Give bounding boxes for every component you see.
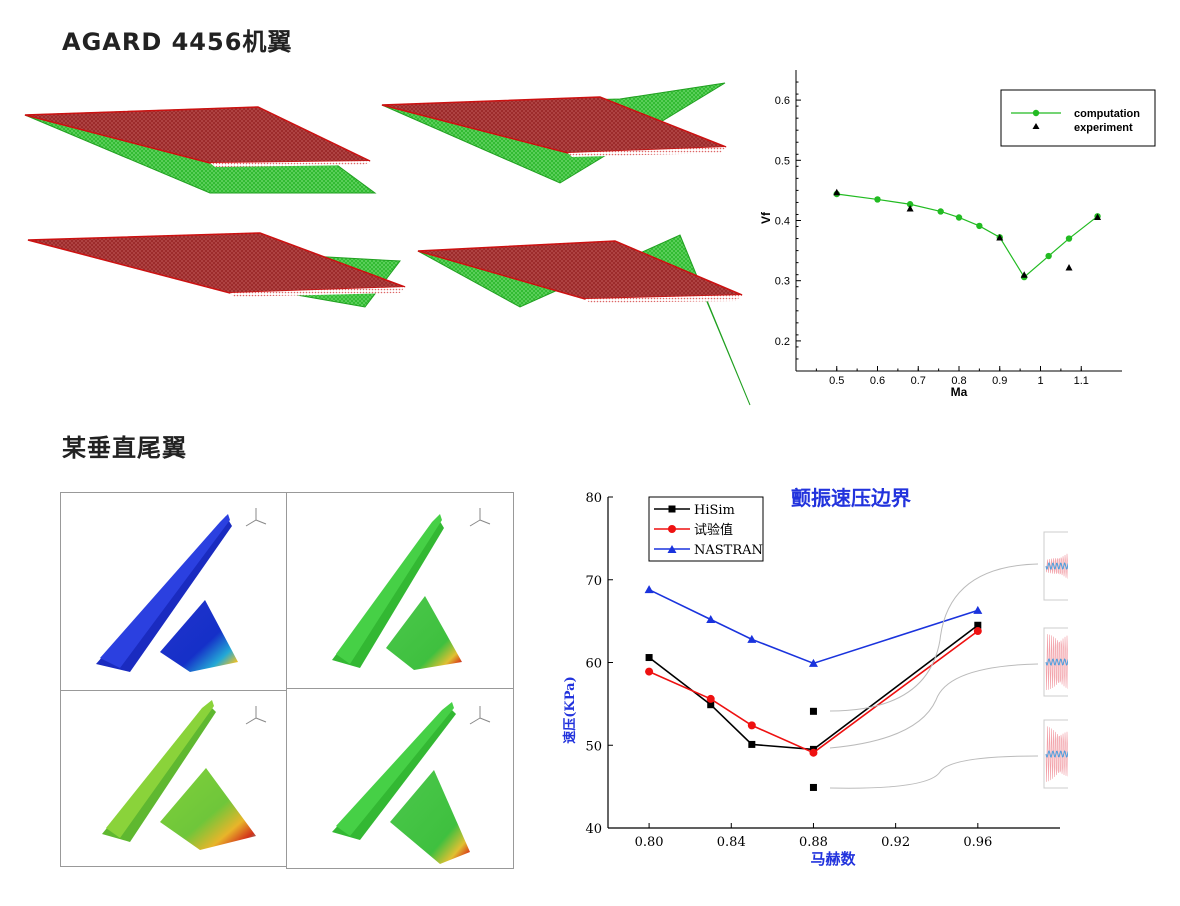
chart2-x-axis-label: 马赫数	[810, 850, 856, 868]
test-point	[747, 721, 756, 730]
agard-wing-mode-shapes	[24, 82, 751, 406]
experiment-point	[833, 188, 841, 196]
nastran-line	[648, 588, 979, 665]
hisim-point	[707, 701, 715, 709]
chart1-y-tick-label: 0.4	[775, 216, 790, 228]
chart1-x-tick-label: 0.8	[951, 375, 966, 387]
time-history-inset-3	[1043, 719, 1068, 789]
chart2-series	[644, 585, 983, 791]
chart1-y-tick-label: 0.3	[775, 276, 790, 288]
test-point	[645, 667, 654, 676]
legend-nastran: NASTRAN	[694, 543, 763, 558]
chart1-y-tick-label: 0.2	[775, 336, 790, 348]
test-line	[648, 630, 979, 754]
chart2-y-tick-label: 70	[585, 574, 602, 589]
wing-mode-1	[24, 106, 377, 194]
nastran-point	[973, 605, 983, 614]
computation-point	[874, 196, 881, 203]
chart1-x-tick-label: 1	[1037, 375, 1043, 387]
chart1-x-tick-label: 0.6	[870, 375, 885, 387]
chart1-x-tick-label: 0.5	[829, 375, 844, 387]
chart2-x-tick-label: 0.80	[635, 835, 664, 850]
experiment-point	[1094, 213, 1102, 220]
chart2-y-tick-label: 40	[585, 822, 602, 837]
chart1-axes: 0.5 0.6 0.7 0.8 0.9 1 1.1 0.2 0.3 0.4 0.5 0.6	[775, 70, 1122, 387]
chart1-y-axis-label: Vf	[759, 211, 773, 224]
time-history-inset-2	[1043, 627, 1068, 697]
chart2-y-axis-label: 速压(KPa)	[562, 676, 578, 743]
inset-response-trace	[1045, 553, 1068, 579]
chart2-x-tick-label: 0.92	[881, 835, 910, 850]
inset-reference-trace	[1045, 562, 1068, 571]
vf-vs-ma-chart: 0.5 0.6 0.7 0.8 0.9 1 1.1 0.2 0.3 0.4 0.5 0.6 Ma Vf…	[759, 70, 1156, 399]
vertical-tail-mode-shapes	[60, 492, 514, 869]
test-point	[973, 627, 982, 636]
hisim-point	[974, 621, 982, 629]
nastran-point	[747, 634, 757, 643]
chart2-x-tick-label: 0.84	[717, 835, 746, 850]
chart2-y-tick-label: 50	[585, 739, 602, 754]
chart2-x-tick-label: 0.88	[799, 835, 828, 850]
computation-point	[937, 208, 944, 215]
experiment-point	[906, 205, 914, 212]
chart1-y-tick-label: 0.5	[775, 155, 790, 167]
nastran-point	[808, 658, 818, 667]
computation-line	[836, 193, 1098, 279]
wing-mode-3	[27, 232, 406, 308]
tail-mode-4	[332, 702, 491, 864]
chart1-y-tick-label: 0.6	[775, 95, 790, 107]
inset-response-trace	[1045, 726, 1068, 782]
chart1-x-tick-label: 1.1	[1074, 375, 1089, 387]
experiment-point	[1020, 271, 1028, 278]
chart1-x-tick-label: 0.7	[911, 375, 926, 387]
legend-hisim: HiSim	[694, 503, 735, 518]
tail-mode-3	[102, 700, 267, 850]
wing-mode-4	[417, 234, 751, 406]
flutter-pressure-chart: 颤振速压边界 0.80 0.84 0.88 0.92 0.96 40 50 60 70 80 马赫…	[562, 486, 1068, 868]
inset-connectors	[829, 563, 1039, 789]
chart1-series	[833, 188, 1102, 281]
hisim-point	[645, 654, 653, 662]
computation-point	[1045, 252, 1052, 260]
test-point	[809, 748, 818, 757]
legend-computation: computation	[1074, 108, 1140, 120]
nastran-point	[706, 614, 716, 623]
computation-point	[976, 222, 983, 230]
legend-experiment: experiment	[1074, 122, 1133, 134]
hisim-extra-point	[809, 783, 817, 791]
chart1-x-axis-label: Ma	[951, 385, 968, 399]
chart2-axes: 0.80 0.84 0.88 0.92 0.96 40 50 60 70 80	[585, 491, 1060, 850]
chart2-x-tick-label: 0.96	[963, 835, 992, 850]
time-history-inset-1	[1043, 531, 1068, 601]
chart2-legend: HiSim 试验值 NASTRAN	[648, 496, 764, 562]
experiment-point	[996, 233, 1004, 241]
nastran-point	[644, 585, 654, 594]
computation-point	[906, 201, 914, 208]
computation-point	[955, 214, 963, 221]
test-point	[706, 694, 715, 703]
hisim-line	[648, 624, 979, 751]
chart2-y-tick-label: 60	[585, 657, 602, 672]
wing-mode-2	[381, 82, 727, 184]
chart1-legend: computation experiment	[1000, 89, 1156, 147]
hisim-point	[748, 740, 756, 748]
agard-section-title: AGARD 4456机翼	[62, 28, 293, 56]
inset-reference-trace	[1045, 658, 1068, 667]
chart2-title: 颤振速压边界	[791, 486, 911, 510]
tail-mode-1	[96, 508, 267, 672]
hisim-extra-point	[809, 707, 817, 715]
inset-response-trace	[1045, 634, 1068, 691]
chart2-y-tick-label: 80	[585, 491, 602, 506]
legend-test: 试验值	[694, 522, 733, 538]
tail-mode-2	[332, 508, 491, 670]
tail-section-title: 某垂直尾翼	[62, 434, 187, 462]
experiment-point	[1065, 264, 1073, 271]
chart1-x-tick-label: 0.9	[992, 375, 1007, 387]
computation-point	[1065, 235, 1073, 242]
inset-reference-trace	[1045, 750, 1068, 759]
